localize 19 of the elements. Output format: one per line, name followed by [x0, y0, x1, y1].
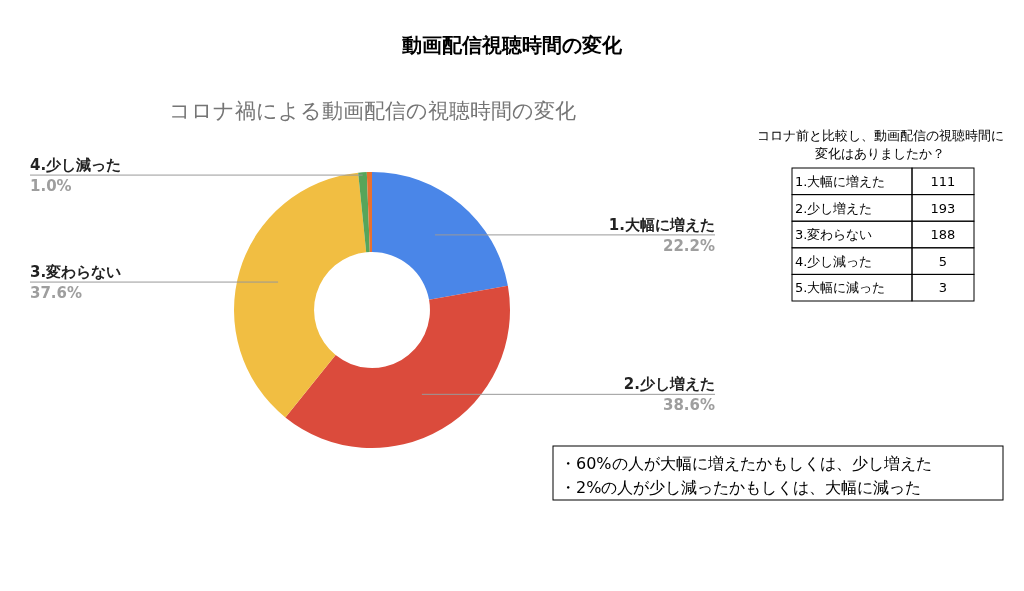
donut-slice [234, 172, 367, 418]
data-label: 38.6% [662, 396, 715, 415]
text: ・60%の人が大幅に増えたかもしくは、少し増えた [560, 454, 932, 473]
chart-title: 動画配信視聴時間の変化 [401, 33, 623, 57]
text: コロナ前と比較し、動画配信の視聴時間に変化はありましたか？ [756, 128, 1004, 161]
text: ・2%の人が少し減ったかもしくは、大幅に減った [560, 478, 922, 497]
donut-slice [285, 285, 510, 448]
slice-label: 2.少し増えた [623, 375, 715, 394]
data-label: 22.2% [662, 236, 715, 255]
slice-label: 1.大幅に増えた [608, 215, 715, 234]
donut-slice [358, 172, 370, 253]
data-label: 1.0% [30, 177, 72, 196]
donut-slice [372, 172, 508, 300]
data-label: 37.6% [30, 284, 83, 303]
answer-table: 1.大幅に増えた 111 2.少し増えた 193 3.変わらない 188 4.少し減った 5 5.大幅に減った 3 [791, 167, 975, 302]
donut-slice [366, 172, 372, 253]
slice-label: 3.変わらない [30, 263, 122, 282]
slice-label: 4.少し減った [30, 156, 122, 175]
chart-subtitle: コロナ禍による動画配信の視聴時間の変化 [168, 99, 576, 123]
